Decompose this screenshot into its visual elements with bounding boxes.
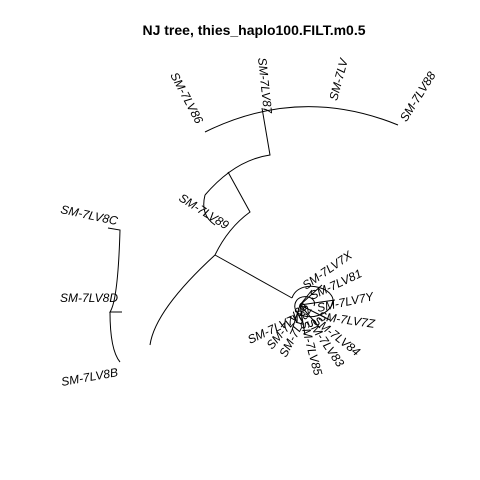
tree-branches — [107, 106, 399, 363]
plot-title: NJ tree, thies_haplo100.FILT.m0.5 — [142, 22, 365, 38]
tip-label: SM-7LV8C — [59, 202, 119, 228]
tip-label: SM-7LV89 — [176, 191, 231, 233]
tip-label: SM-7LV87 — [255, 57, 275, 116]
tip-labels: SM-7LV86 SM-7LV87 SM-7LV SM-7LV88 SM-7LV… — [59, 56, 438, 389]
tip-label: SM-7LV8D — [60, 291, 118, 305]
tip-label: SM-7LV88 — [397, 69, 439, 124]
tip-label: SM-7LV8B — [60, 365, 119, 389]
tip-label: SM-7LV86 — [167, 70, 206, 126]
tip-label: SM-7LV — [326, 56, 351, 102]
